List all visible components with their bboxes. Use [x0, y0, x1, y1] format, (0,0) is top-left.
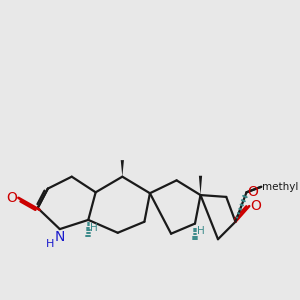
- Text: H: H: [197, 226, 205, 236]
- Text: O: O: [7, 191, 17, 205]
- Text: O: O: [250, 199, 261, 213]
- Polygon shape: [121, 160, 124, 177]
- Text: O: O: [248, 185, 258, 199]
- Text: H: H: [46, 239, 54, 249]
- Text: methyl: methyl: [262, 182, 298, 192]
- Text: H: H: [90, 223, 98, 233]
- Polygon shape: [199, 176, 202, 195]
- Text: N: N: [55, 230, 65, 244]
